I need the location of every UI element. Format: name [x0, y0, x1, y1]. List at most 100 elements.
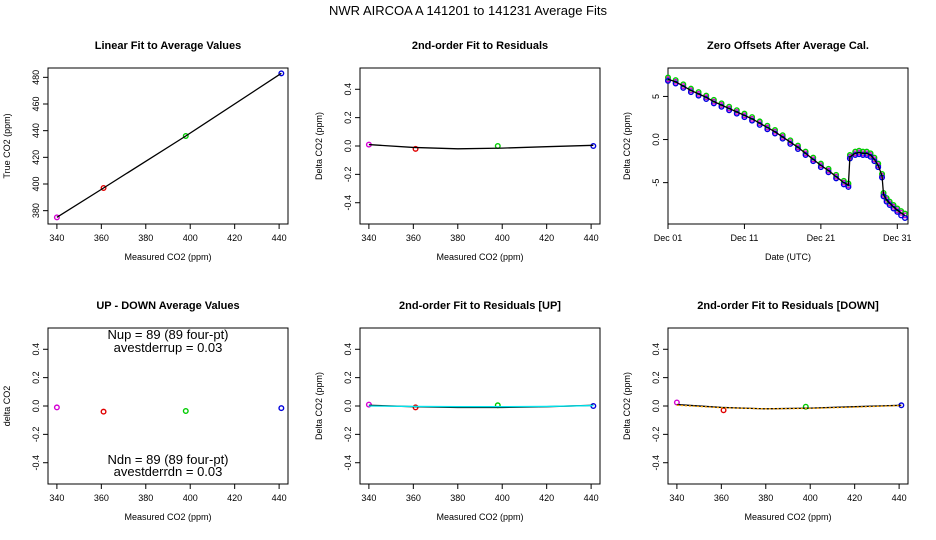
x-tick-label: 440 — [584, 493, 599, 503]
panel-linear: Linear Fit to Average Values Measured CO2… — [2, 40, 289, 262]
x-tick-label: 420 — [539, 233, 554, 243]
y-tick-label: 0.0 — [651, 133, 661, 146]
annotation-avestderrdn: avestderrdn = 0.03 — [114, 464, 223, 479]
y-tick-label: 0.4 — [343, 83, 353, 96]
series-line — [676, 404, 902, 410]
y-tick-label: -0.2 — [651, 427, 661, 443]
x-tick-label: 420 — [847, 493, 862, 503]
x-tick-label: 360 — [94, 233, 109, 243]
panel-title: 2nd-order Fit to Residuals [DOWN] — [697, 300, 879, 312]
x-tick-label: 380 — [138, 233, 153, 243]
plot-frame — [47, 67, 289, 225]
x-tick-label: 360 — [406, 493, 421, 503]
x-tick-label: 400 — [803, 493, 818, 503]
y-axis-label: delta CO2 — [2, 386, 12, 427]
x-tick-label: 340 — [49, 233, 64, 243]
series-line — [368, 143, 594, 150]
y-tick-label: 0.0 — [651, 400, 661, 413]
y-tick-label: 420 — [31, 150, 41, 165]
y-tick-label: 480 — [31, 70, 41, 85]
data-point — [901, 214, 908, 221]
x-tick-label: Dec 31 — [883, 233, 912, 243]
data-point — [278, 405, 285, 412]
x-tick-label: 340 — [361, 233, 376, 243]
panel-resid: 2nd-order Fit to Residuals Measured CO2 (… — [314, 40, 601, 262]
x-tick-label: 380 — [758, 493, 773, 503]
x-axis-label: Measured CO2 (ppm) — [744, 512, 831, 522]
y-tick-label: 400 — [31, 176, 41, 191]
x-tick-label: 400 — [183, 493, 198, 503]
panel-updown: UP - DOWN Average Values Measured CO2 (pp… — [2, 300, 289, 522]
data-point — [665, 77, 672, 84]
x-axis-label: Measured CO2 (ppm) — [436, 512, 523, 522]
y-tick-label: -0.4 — [31, 455, 41, 471]
data-point — [720, 407, 727, 414]
series-line — [56, 72, 282, 218]
data-point — [365, 401, 372, 408]
x-axis-label: Measured CO2 (ppm) — [436, 252, 523, 262]
y-tick-label: 0.2 — [651, 371, 661, 384]
panel-title: 2nd-order Fit to Residuals — [412, 40, 548, 52]
y-tick-label: 0.4 — [343, 343, 353, 356]
x-tick-label: 420 — [227, 233, 242, 243]
x-tick-label: 380 — [138, 493, 153, 503]
y-tick-label: 440 — [31, 123, 41, 138]
annotation-nup: Nup = 89 (89 four-pt) — [107, 327, 228, 342]
y-tick-label: -0.2 — [343, 167, 353, 183]
y-tick-label: 5 — [651, 94, 661, 99]
figure-title: NWR AIRCOA A 141201 to 141231 Average Fi… — [329, 3, 607, 18]
x-tick-label: Dec 11 — [731, 233, 759, 243]
x-tick-label: 340 — [49, 493, 64, 503]
panel-title: UP - DOWN Average Values — [96, 300, 239, 312]
data-point — [590, 142, 597, 149]
y-tick-label: 380 — [31, 203, 41, 218]
data-point — [278, 70, 285, 77]
panel-title: Zero Offsets After Average Cal. — [707, 40, 869, 52]
y-axis-label: True CO2 (ppm) — [2, 113, 12, 178]
x-axis-label: Date (UTC) — [765, 252, 811, 262]
data-point — [182, 132, 189, 139]
data-point — [100, 184, 107, 191]
series-line — [368, 404, 594, 408]
data-point — [53, 214, 60, 221]
data-point — [412, 145, 419, 152]
data-point — [182, 407, 189, 414]
x-axis-label: Measured CO2 (ppm) — [124, 252, 211, 262]
y-tick-label: 0.2 — [343, 111, 353, 124]
panel-resid_up: 2nd-order Fit to Residuals [UP] Measured … — [314, 300, 601, 522]
y-tick-label: -5 — [651, 179, 661, 187]
y-tick-label: 460 — [31, 96, 41, 111]
series-line — [667, 78, 906, 216]
data-point — [53, 404, 60, 411]
y-axis-label: Delta CO2 (ppm) — [314, 112, 324, 180]
panel-title: 2nd-order Fit to Residuals [UP] — [399, 300, 561, 312]
y-axis-label: Delta CO2 (ppm) — [314, 372, 324, 440]
x-tick-label: 420 — [539, 493, 554, 503]
x-tick-label: 400 — [183, 233, 198, 243]
x-tick-label: 380 — [450, 493, 465, 503]
y-axis-label: Delta CO2 (ppm) — [622, 112, 632, 180]
plot-frame — [667, 67, 909, 225]
y-tick-label: 0.2 — [343, 371, 353, 384]
x-tick-label: 360 — [94, 493, 109, 503]
x-tick-label: 400 — [495, 233, 510, 243]
x-tick-label: 440 — [892, 493, 907, 503]
annotation-avestderrup: avestderrup = 0.03 — [114, 340, 223, 355]
y-tick-label: 0.4 — [651, 343, 661, 356]
x-tick-label: Dec 21 — [807, 233, 836, 243]
y-axis-label: Delta CO2 (ppm) — [622, 372, 632, 440]
y-tick-label: -0.2 — [31, 427, 41, 443]
x-tick-label: 400 — [495, 493, 510, 503]
x-tick-label: 440 — [272, 493, 287, 503]
panel-title: Linear Fit to Average Values — [95, 40, 242, 52]
y-tick-label: -0.2 — [343, 427, 353, 443]
x-tick-label: 440 — [584, 233, 599, 243]
panel-resid_down: 2nd-order Fit to Residuals [DOWN] Measure… — [622, 300, 909, 522]
x-tick-label: Dec 01 — [654, 233, 683, 243]
y-tick-label: 0.2 — [31, 371, 41, 384]
y-tick-label: 0.4 — [31, 343, 41, 356]
annotation-ndn: Ndn = 89 (89 four-pt) — [107, 452, 228, 467]
x-tick-label: 420 — [227, 493, 242, 503]
y-tick-label: -0.4 — [343, 195, 353, 211]
panel-zero: Zero Offsets After Average Cal. Date (UTC… — [622, 40, 912, 262]
